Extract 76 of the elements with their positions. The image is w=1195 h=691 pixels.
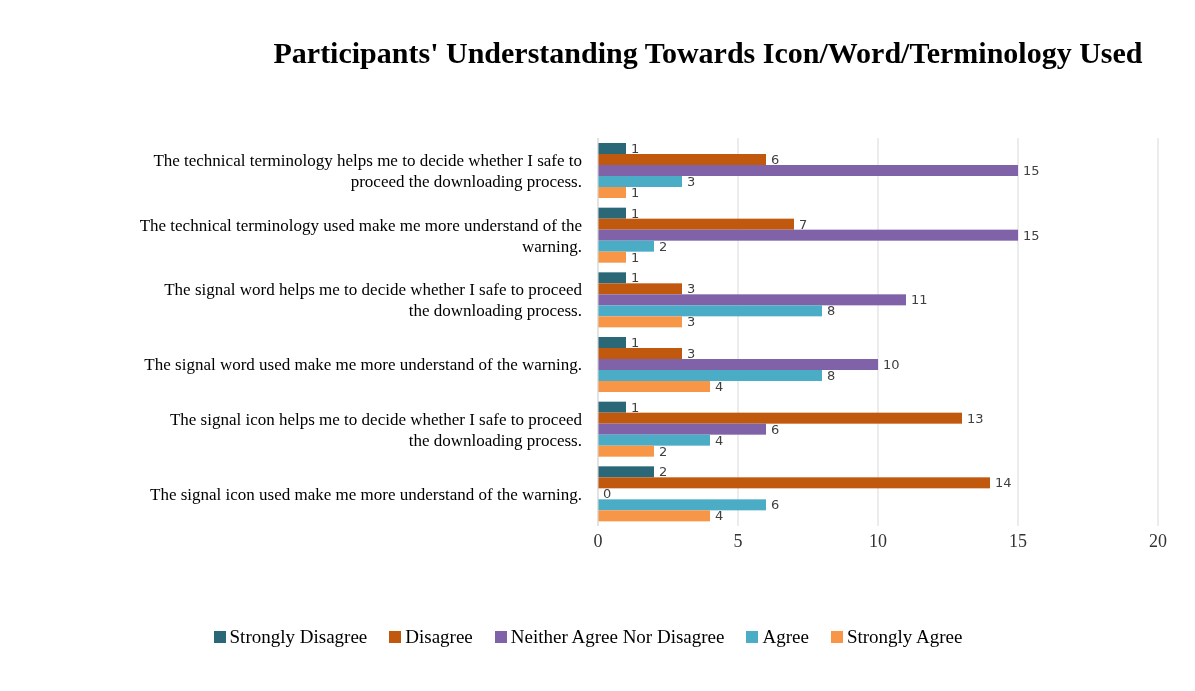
x-tick-label: 5: [733, 530, 743, 551]
data-label: 11: [911, 292, 928, 308]
y-tick-label: The signal icon used make me more understand of the warning.: [150, 484, 582, 504]
bar: [598, 477, 990, 489]
bar: [598, 510, 710, 522]
data-label: 1: [631, 249, 640, 265]
data-label: 10: [883, 357, 900, 372]
legend-label: Neither Agree Nor Disagree: [509, 626, 725, 648]
data-label: 14: [995, 475, 1012, 491]
bar: [598, 240, 654, 252]
data-label: 1: [631, 270, 640, 286]
bar: [598, 229, 1018, 241]
bar: [598, 207, 626, 219]
bar: [598, 316, 682, 328]
data-label: 1: [631, 335, 640, 350]
x-tick-label: 10: [869, 530, 887, 551]
data-label: 6: [771, 152, 780, 167]
x-tick-label: 15: [1009, 530, 1027, 551]
data-label: 3: [687, 314, 696, 330]
bar: [598, 143, 626, 154]
data-label: 7: [799, 216, 808, 232]
data-label: 1: [631, 185, 640, 200]
x-tick-label: 0: [593, 530, 603, 551]
data-label: 1: [631, 205, 640, 221]
bar: [598, 412, 962, 424]
bar: [598, 337, 626, 348]
bar: [598, 499, 766, 511]
y-tick-label: The signal word used make me more understand of the warning.: [144, 354, 582, 374]
data-label: 3: [687, 346, 696, 361]
data-label: 3: [687, 174, 696, 189]
bar: [598, 218, 794, 230]
bar: [598, 348, 682, 359]
bar: [598, 401, 626, 413]
data-label: 1: [631, 399, 640, 415]
bar: [598, 251, 626, 263]
data-label: 6: [771, 421, 780, 437]
data-label: 4: [715, 508, 724, 524]
data-label: 8: [827, 303, 836, 319]
bar: [598, 176, 682, 187]
data-label: 15: [1023, 163, 1040, 178]
bar: [598, 154, 766, 165]
y-tick-label: The signal icon helps me to decide whether I safe to proceed the downloading process.: [169, 409, 583, 449]
legend-label: Agree: [761, 626, 809, 648]
data-label: 1: [631, 141, 640, 156]
bar: [598, 305, 822, 317]
bar: [598, 370, 822, 381]
legend-label: Disagree: [404, 626, 473, 648]
x-tick-label: 20: [1149, 530, 1167, 551]
data-label: 2: [659, 238, 668, 254]
data-label: 6: [771, 497, 780, 513]
bar: [598, 283, 682, 295]
bar: [598, 187, 626, 198]
bar: [598, 445, 654, 457]
bar: [598, 359, 878, 370]
bar: [598, 165, 1018, 176]
data-label: 13: [967, 410, 984, 426]
bar: [598, 381, 710, 392]
legend-label: Strongly Disagree: [228, 626, 368, 648]
data-label: 8: [827, 368, 836, 383]
chart-title: Participants' Understanding Towards Icon/Word/Terminology Used: [272, 35, 1144, 71]
bar: [598, 272, 626, 284]
bar: [598, 434, 710, 446]
bar: [598, 466, 654, 478]
data-label: 3: [687, 281, 696, 297]
y-tick-label: The signal word helps me to decide whether I safe to proceed the downloading process.: [164, 279, 583, 320]
data-label: 4: [715, 379, 724, 394]
data-label: 2: [659, 443, 668, 459]
data-label: 2: [659, 464, 668, 480]
legend-label: Strongly Agree: [845, 626, 963, 648]
bar: [598, 294, 906, 306]
data-label: 15: [1023, 227, 1040, 243]
y-tick-label: The technical terminology used make me more understand of the warning.: [139, 215, 582, 255]
data-label: 0: [603, 486, 612, 502]
y-tick-label: The technical terminology helps me to decide whether I safe to proceed the downloading process.: [153, 150, 582, 191]
data-label: 4: [715, 432, 724, 448]
bar: [598, 423, 766, 435]
